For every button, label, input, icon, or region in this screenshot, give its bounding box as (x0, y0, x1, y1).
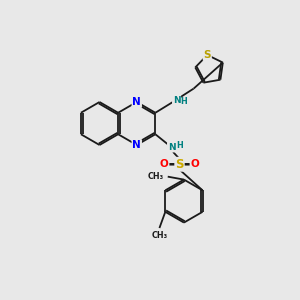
Text: N: N (173, 96, 180, 105)
Text: N: N (168, 143, 176, 152)
Text: H: H (176, 141, 183, 150)
Text: H: H (180, 98, 187, 106)
Text: O: O (190, 159, 199, 169)
Text: S: S (203, 50, 211, 60)
Text: CH₃: CH₃ (147, 172, 163, 181)
Text: CH₃: CH₃ (152, 231, 167, 240)
Text: O: O (160, 159, 169, 169)
Text: N: N (132, 97, 141, 107)
Text: S: S (175, 158, 184, 171)
Text: N: N (132, 140, 141, 150)
